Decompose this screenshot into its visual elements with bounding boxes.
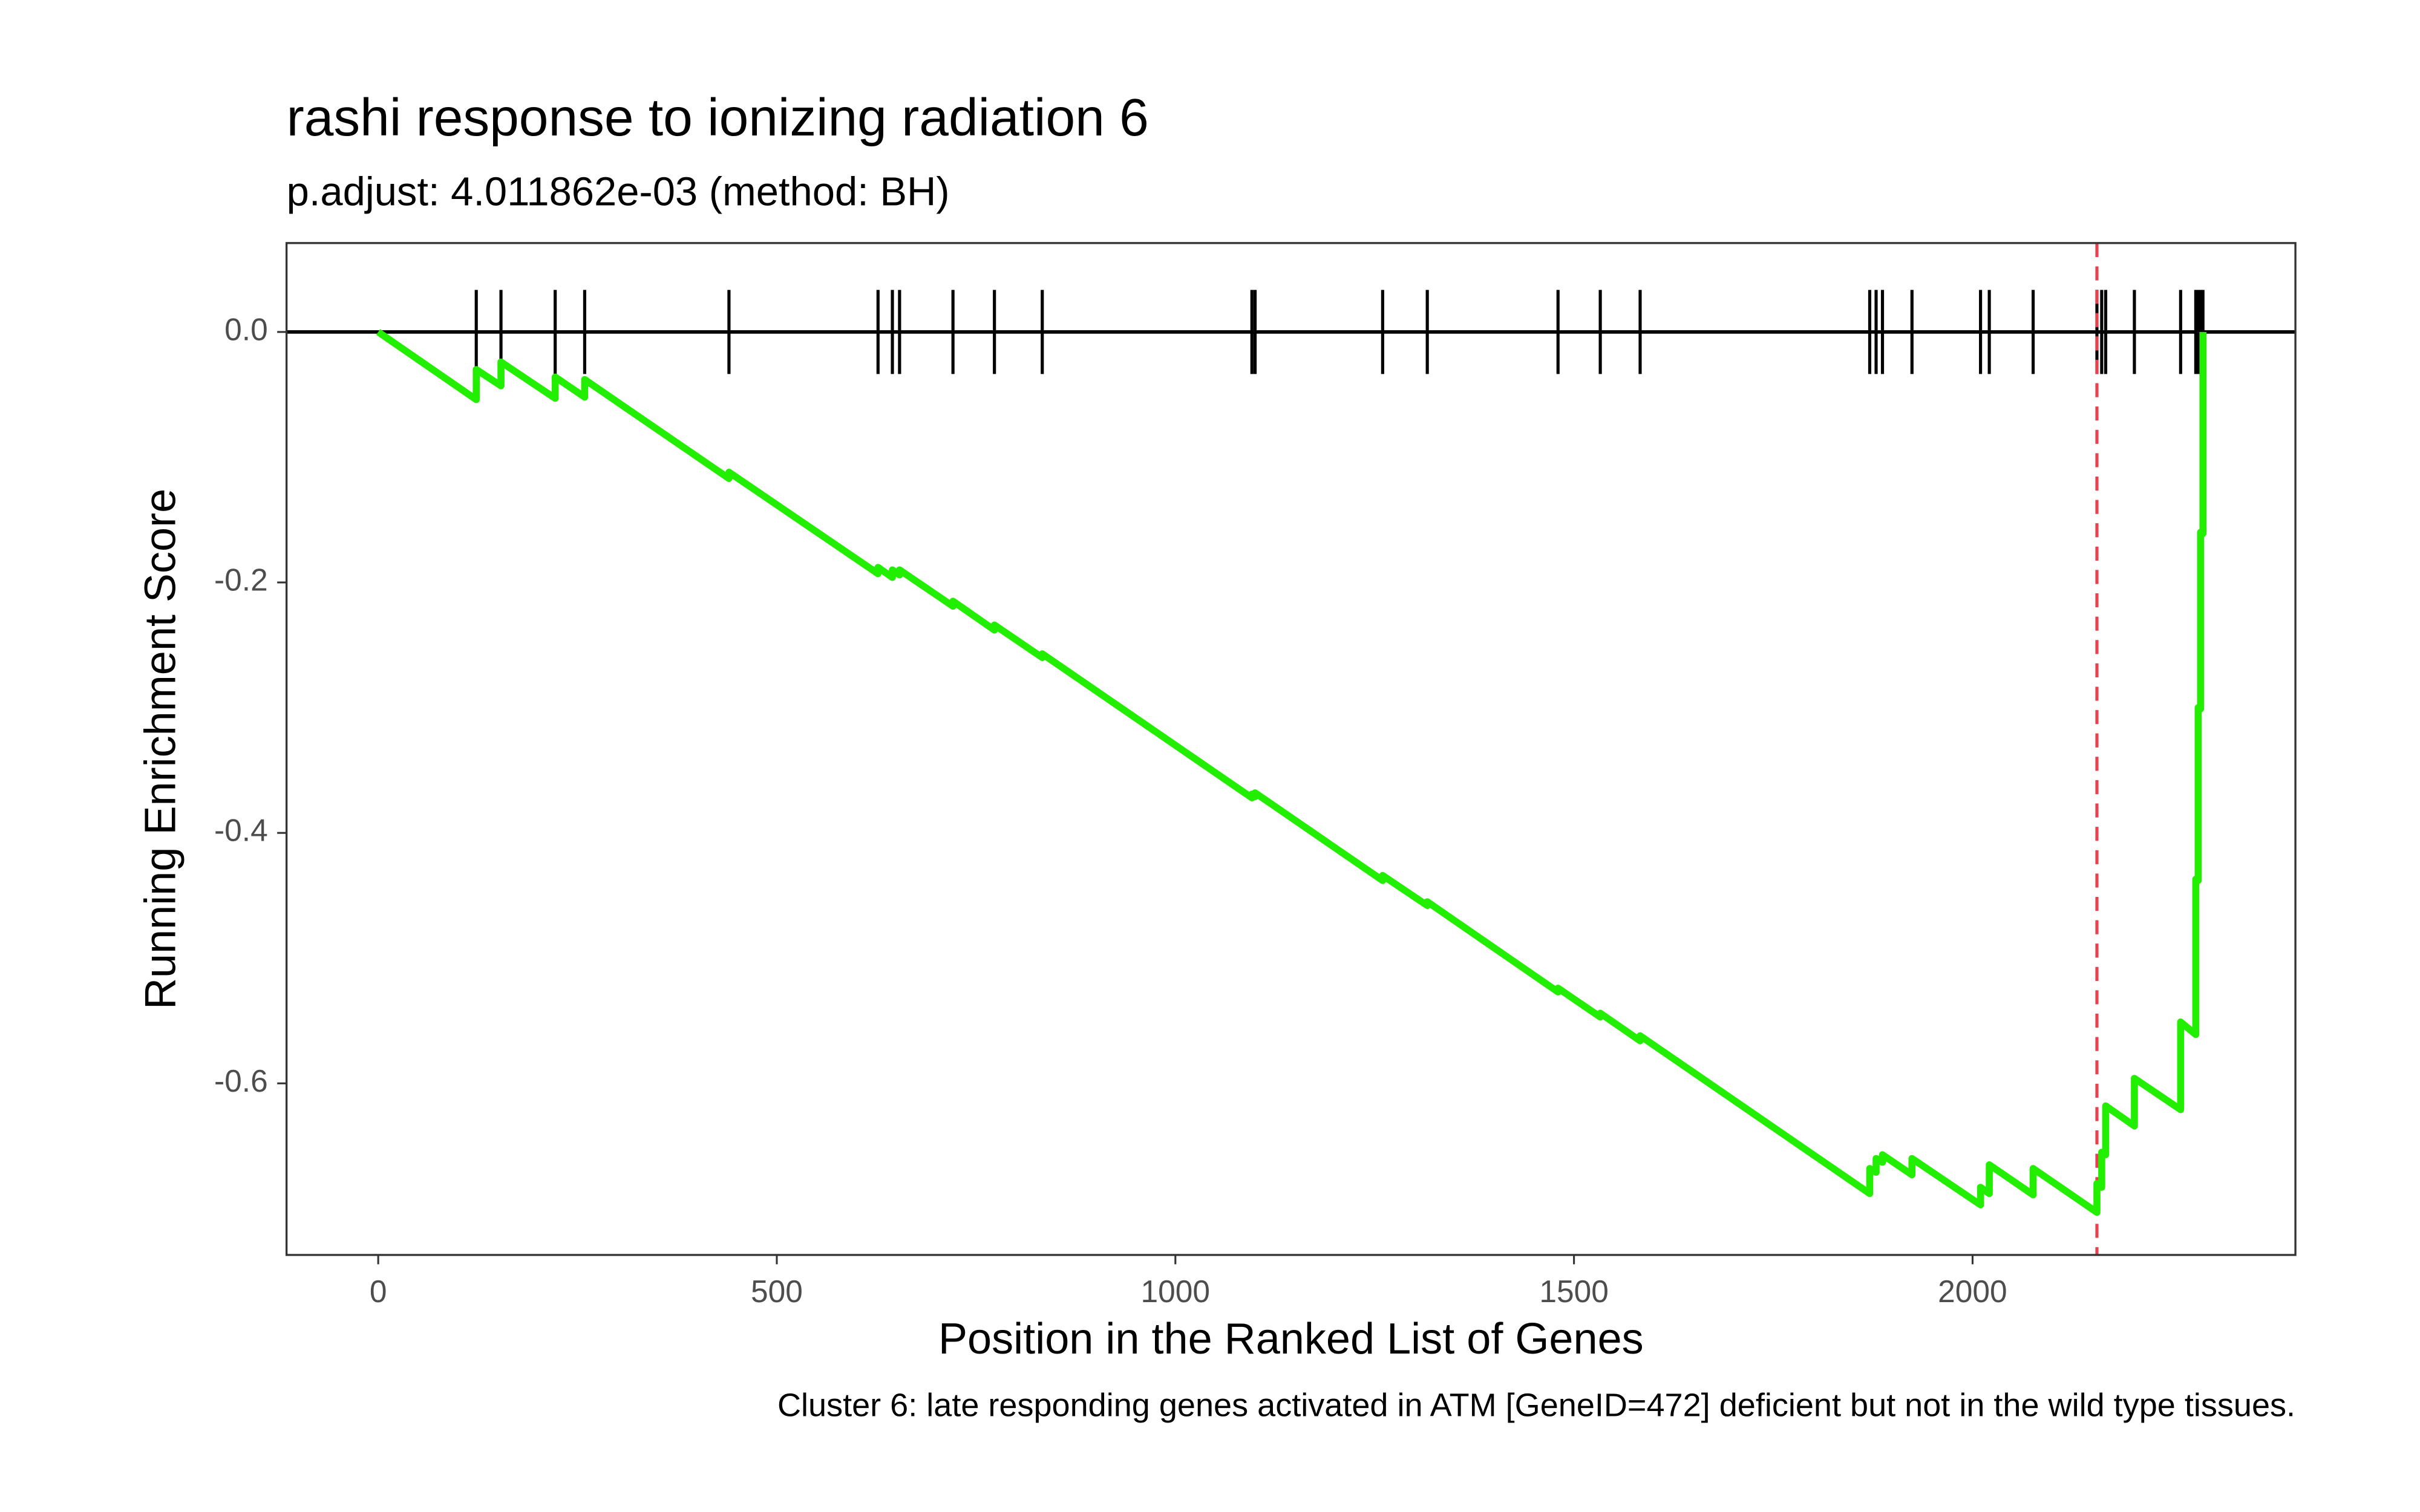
caption: Cluster 6: late responding genes activat… — [777, 1387, 2295, 1424]
y-tick-label: -0.4 — [214, 813, 268, 848]
panel-border — [285, 242, 2297, 1256]
x-tick-label: 2000 — [1938, 1274, 2007, 1309]
y-tick-label: -0.6 — [214, 1063, 268, 1098]
y-axis-label: Running Enrichment Score — [136, 489, 185, 1009]
y-tick-label: 0.0 — [224, 311, 268, 347]
enrichment-line — [376, 329, 2207, 1216]
x-tick-label: 1500 — [1539, 1274, 1609, 1309]
chart-subtitle: p.adjust: 4.011862e-03 (method: BH) — [287, 169, 950, 215]
x-tick-label: 0 — [370, 1274, 387, 1309]
x-axis-label: Position in the Ranked List of Genes — [938, 1315, 1644, 1363]
x-tick-label: 500 — [751, 1274, 803, 1309]
y-tick-label: -0.2 — [214, 562, 268, 598]
x-tick-label: 1000 — [1141, 1274, 1211, 1309]
chart-title: rashi response to ionizing radiation 6 — [287, 88, 1149, 147]
